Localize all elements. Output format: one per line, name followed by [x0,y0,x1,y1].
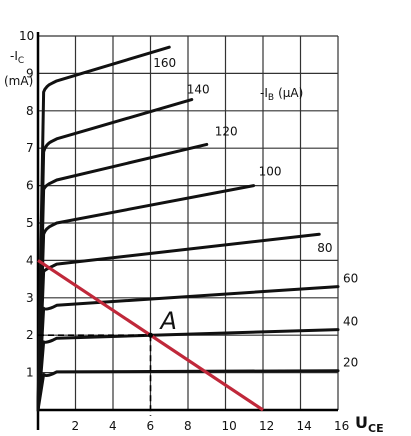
x-tick-label: 4 [109,419,117,433]
y-tick-label: 9 [26,66,34,80]
curve-ib-160 [36,45,171,412]
curve-label-ib-20: 20 [343,356,358,370]
family-label: -IB (μA) [260,86,303,103]
operating-point-marker [148,332,153,338]
curve-label-ib-40: 40 [343,315,358,329]
x-tick-label: 10 [222,419,237,433]
curve-label-ib-80: 80 [317,241,332,255]
y-tick-label: 3 [26,291,34,305]
labels: 2 4 6 8 10 12 14 161234567891020406080100120140… [19,29,358,433]
x-tick-label: 2 [72,419,80,433]
operating-point-label: A [159,307,177,335]
y-tick-label: 6 [26,179,34,193]
load-line-group [37,259,264,416]
curve-label-ib-120: 120 [215,124,238,138]
x-tick-label: 6 [147,419,155,433]
y-tick-label: 10 [19,29,34,43]
x-tick-label: 12 [259,419,274,433]
y-tick-label: 8 [26,104,34,118]
characteristic-curves [36,45,340,412]
y-tick-label: 7 [26,141,34,155]
curve-label-ib-140: 140 [187,83,210,97]
y-axis-unit: (mA) [4,74,33,88]
y-tick-label: 2 [26,328,34,342]
curve-ib-60 [36,285,340,412]
y-axis-title: -IC [10,49,24,66]
x-tick-label: 14 [297,419,312,433]
y-tick-label: 4 [26,253,34,267]
x-tick-label: 16 [334,419,349,433]
curve-label-ib-60: 60 [343,272,358,286]
curve-ib-140 [36,98,194,412]
curve-ib-40 [36,328,340,412]
curve-label-ib-160: 160 [153,56,176,70]
y-tick-label: 5 [26,216,34,230]
y-tick-label: 1 [26,366,34,380]
curve-label-ib-100: 100 [259,165,282,179]
x-tick-label: 8 [184,419,192,433]
x-axis-title: UCE [355,413,384,435]
curve-ib-20 [36,369,340,412]
